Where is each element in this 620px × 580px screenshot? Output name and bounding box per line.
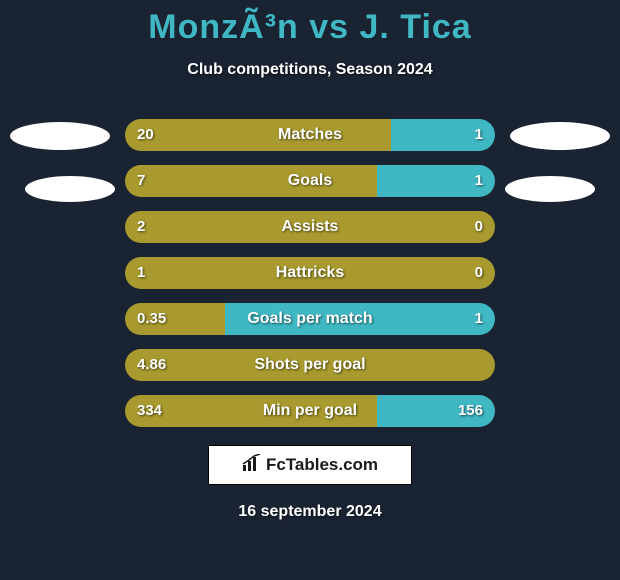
stat-row-goals: Goals7 1	[125, 165, 495, 197]
stat-label: Shots per goal	[125, 349, 495, 381]
date-label: 16 september 2024	[0, 503, 620, 521]
stat-row-hattricks: Hattricks1 0	[125, 257, 495, 289]
stat-value-left: 2	[137, 211, 145, 243]
stat-row-matches: Matches20 1	[125, 119, 495, 151]
stat-row-goals-per-match: Goals per match0.35 1	[125, 303, 495, 335]
stat-value-left: 334	[137, 395, 162, 427]
logo-text: FcTables.com	[266, 455, 378, 475]
player-right-photo-placeholder-2	[505, 176, 595, 202]
stat-value-left: 20	[137, 119, 154, 151]
subtitle: Club competitions, Season 2024	[0, 61, 620, 79]
stat-row-assists: Assists2 0	[125, 211, 495, 243]
stat-value-left: 4.86	[137, 349, 166, 381]
stat-value-right: 1	[475, 119, 483, 151]
stats-bar-chart: Matches201Goals71Assists20Hattricks10Goa…	[125, 119, 495, 427]
player-left-photo-placeholder-2	[25, 176, 115, 202]
stat-row-shots-per-goal: Shots per goal4.86	[125, 349, 495, 381]
stat-label: Goals per match	[125, 303, 495, 335]
stat-label: Min per goal	[125, 395, 495, 427]
stat-value-left: 0.35	[137, 303, 166, 335]
stat-label: Hattricks	[125, 257, 495, 289]
stat-label: Assists	[125, 211, 495, 243]
stat-value-right: 1	[475, 165, 483, 197]
stat-label: Goals	[125, 165, 495, 197]
stat-value-left: 1	[137, 257, 145, 289]
page-title: MonzÃ³n vs J. Tica	[0, 0, 620, 47]
stat-label: Matches	[125, 119, 495, 151]
source-logo: FcTables.com	[208, 445, 412, 485]
stat-row-min-per-goal: Min per goal334 156	[125, 395, 495, 427]
stat-value-right: 0	[475, 257, 483, 289]
chart-icon	[242, 454, 262, 477]
player-right-photo-placeholder-1	[510, 122, 610, 150]
stat-value-right: 156	[458, 395, 483, 427]
player-left-photo-placeholder-1	[10, 122, 110, 150]
stat-value-left: 7	[137, 165, 145, 197]
stat-value-right: 1	[475, 303, 483, 335]
stat-value-right: 0	[475, 211, 483, 243]
